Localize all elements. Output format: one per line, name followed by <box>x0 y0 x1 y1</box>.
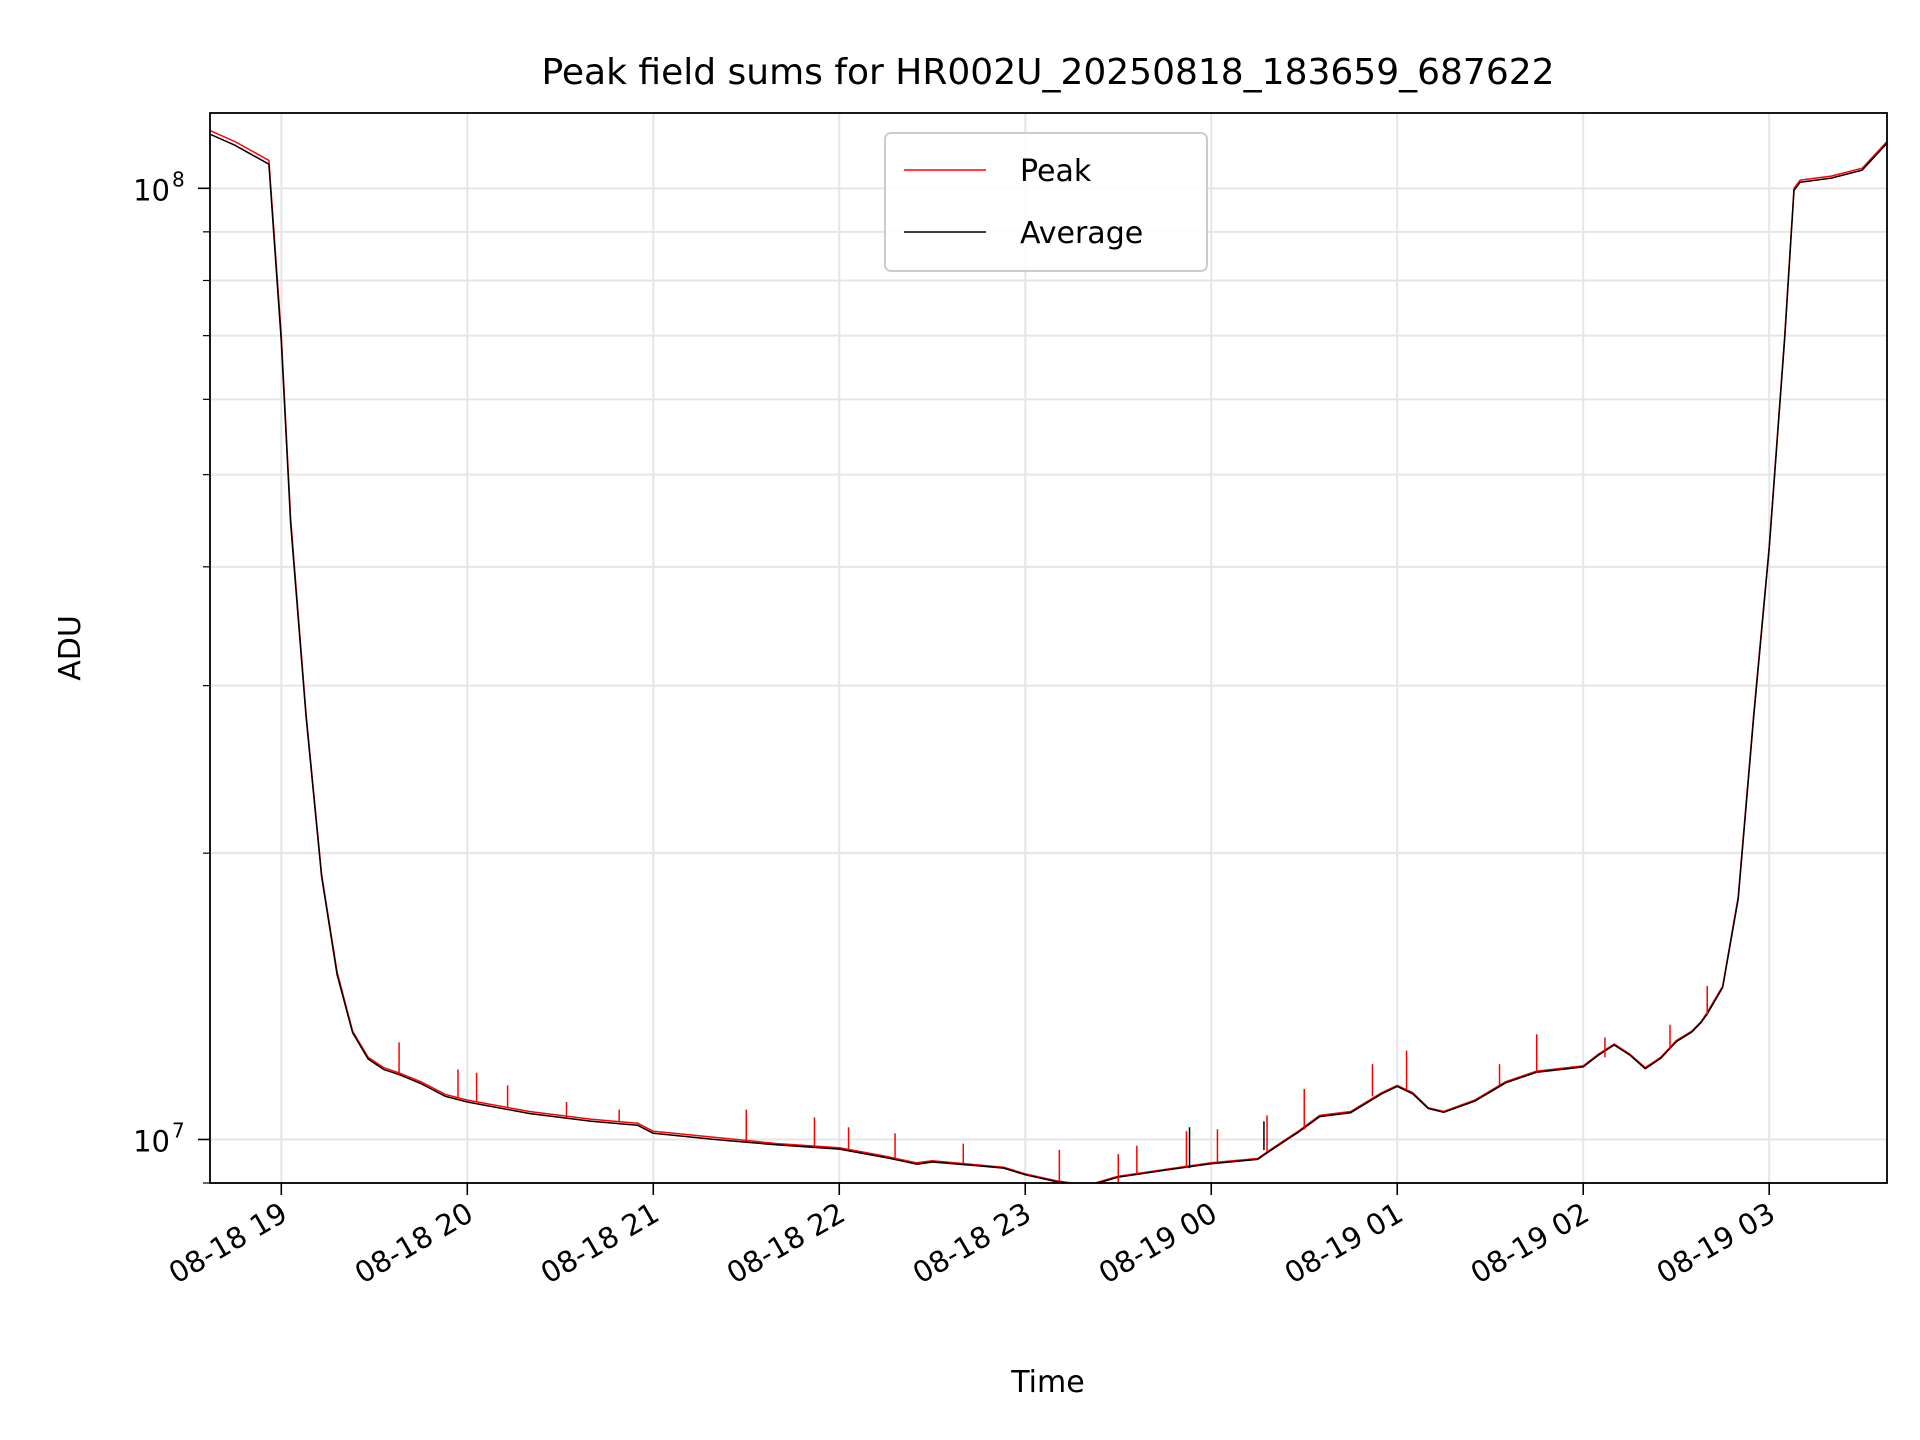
x-axis-label: Time <box>1010 1365 1084 1400</box>
y-tick-label: 10 <box>133 173 170 207</box>
legend-label-average: Average <box>1020 216 1143 251</box>
y-tick-label-exponent: 8 <box>172 167 185 191</box>
legend-box <box>884 132 1208 272</box>
y-tick-label-exponent: 7 <box>172 1118 185 1142</box>
legend: Peak Average <box>884 132 1208 272</box>
y-tick-label: 10 <box>133 1124 170 1158</box>
series-line-average <box>210 133 1887 1183</box>
y-axis-label: ADU <box>53 615 88 681</box>
plot-frame <box>209 112 1888 1184</box>
chart-title: Peak field sums for HR002U_20250818_1836… <box>541 52 1554 93</box>
legend-label-peak: Peak <box>1020 154 1092 189</box>
plot-area <box>210 129 1887 1183</box>
